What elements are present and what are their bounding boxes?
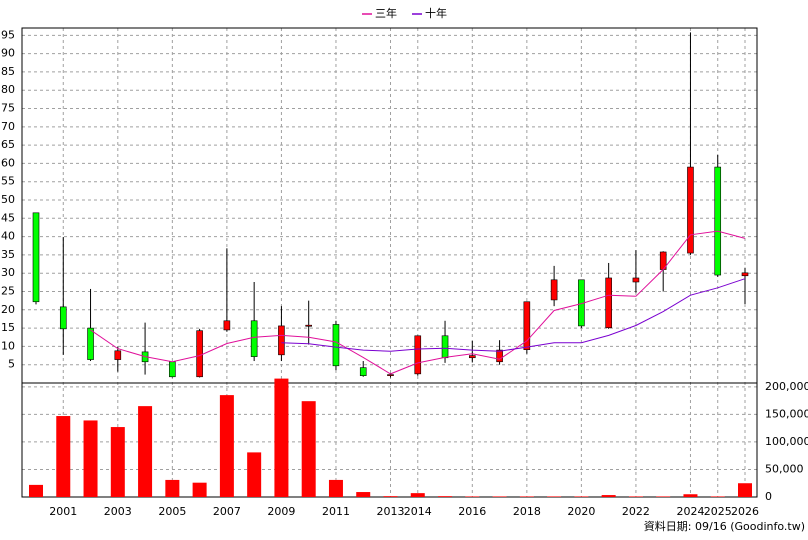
volume-bar — [465, 496, 480, 497]
x-tick-label: 2014 — [404, 505, 432, 518]
volume-bar — [29, 484, 43, 497]
volume-bar — [628, 496, 643, 497]
volume-bar — [219, 395, 234, 497]
y2-tick-label: 100,000 — [765, 435, 808, 448]
volume-bar — [574, 496, 589, 497]
candle-body — [605, 277, 612, 329]
x-tick-label: 2022 — [622, 505, 650, 518]
x-tick-label: 2025 — [704, 505, 732, 518]
legend-label: 十年 — [425, 6, 447, 20]
candle-body — [32, 212, 40, 303]
volume-bar — [656, 496, 671, 497]
y-tick-label: 5 — [8, 358, 15, 371]
y-tick-label: 70 — [1, 120, 15, 133]
candle-body — [59, 306, 67, 330]
candle-body — [387, 374, 394, 376]
volume-bar — [356, 492, 371, 497]
volume-bar — [192, 482, 207, 497]
y-tick-label: 15 — [1, 321, 15, 334]
y-tick-label: 65 — [1, 138, 15, 151]
ma-line — [281, 278, 746, 352]
volume-bar — [165, 479, 180, 497]
volume-bar — [601, 495, 616, 497]
y-tick-label: 50 — [1, 193, 15, 206]
volume-bar — [492, 496, 507, 497]
x-tick-label: 2018 — [513, 505, 541, 518]
candle-body — [741, 272, 749, 277]
candle-body — [550, 279, 558, 301]
candle-body — [496, 349, 503, 363]
candle-body — [359, 367, 367, 376]
x-tick-label: 2016 — [458, 505, 486, 518]
y-tick-label: 20 — [1, 303, 15, 316]
y-tick-label: 95 — [1, 28, 15, 41]
x-tick-label: 2003 — [104, 505, 132, 518]
y2-tick-label: 0 — [765, 490, 772, 503]
candle-body — [169, 361, 176, 378]
volume-bar — [519, 496, 534, 497]
ma-line — [90, 230, 746, 375]
candle-body — [523, 301, 531, 350]
volume-bar — [301, 401, 316, 497]
volume-bar — [274, 378, 289, 497]
y-tick-label: 40 — [1, 230, 15, 243]
candle-body — [250, 320, 258, 357]
y2-tick-label: 200,000 — [765, 380, 808, 393]
volume-bar — [738, 483, 752, 497]
x-tick-label: 2009 — [267, 505, 295, 518]
y-tick-label: 35 — [1, 248, 15, 261]
y-tick-label: 75 — [1, 102, 15, 115]
volume-bar — [547, 496, 562, 497]
y-tick-label: 80 — [1, 83, 15, 96]
volume-bar — [138, 406, 153, 497]
volume-bar — [438, 496, 453, 497]
y-tick-label: 55 — [1, 175, 15, 188]
x-tick-label: 2007 — [213, 505, 241, 518]
x-tick-label: 2020 — [567, 505, 595, 518]
volume-bar — [247, 452, 262, 497]
y-tick-label: 60 — [1, 156, 15, 169]
candle-body — [441, 335, 449, 359]
candle-body — [469, 355, 476, 359]
volume-bar — [110, 427, 125, 497]
candle-body — [196, 330, 203, 378]
y-tick-label: 45 — [1, 211, 15, 224]
candle-body — [414, 335, 422, 375]
y-tick-label: 25 — [1, 285, 15, 298]
y-tick-label: 30 — [1, 266, 15, 279]
annotation: 資料日期: 09/16 (Goodinfo.tw) — [644, 519, 805, 533]
y-tick-label: 90 — [1, 47, 15, 60]
x-tick-label: 2011 — [322, 505, 350, 518]
x-tick-label: 2026 — [731, 505, 759, 518]
volume-bar — [410, 493, 425, 497]
candle-body — [114, 350, 122, 360]
volume-bar — [383, 496, 398, 497]
x-tick-label: 2001 — [49, 505, 77, 518]
x-tick-label: 2005 — [158, 505, 186, 518]
volume-bar — [683, 494, 698, 497]
candle-body — [223, 320, 231, 331]
legend-label: 三年 — [375, 6, 397, 20]
y2-tick-label: 50,000 — [765, 462, 804, 475]
candle-body — [332, 324, 340, 367]
candle-body — [278, 325, 285, 356]
y-tick-label: 10 — [1, 339, 15, 352]
volume-bar — [83, 420, 98, 497]
volume-bar — [710, 496, 725, 497]
candle-body — [687, 166, 694, 254]
x-tick-label: 2013 — [377, 505, 405, 518]
y-tick-label: 85 — [1, 65, 15, 78]
candle-body — [714, 166, 722, 276]
y2-tick-label: 150,000 — [765, 407, 808, 420]
candle-body — [632, 277, 640, 283]
candle-body — [305, 324, 312, 327]
volume-bar — [56, 416, 71, 497]
volume-bar — [328, 479, 343, 497]
candle-body — [87, 327, 94, 360]
x-tick-label: 2024 — [676, 505, 704, 518]
